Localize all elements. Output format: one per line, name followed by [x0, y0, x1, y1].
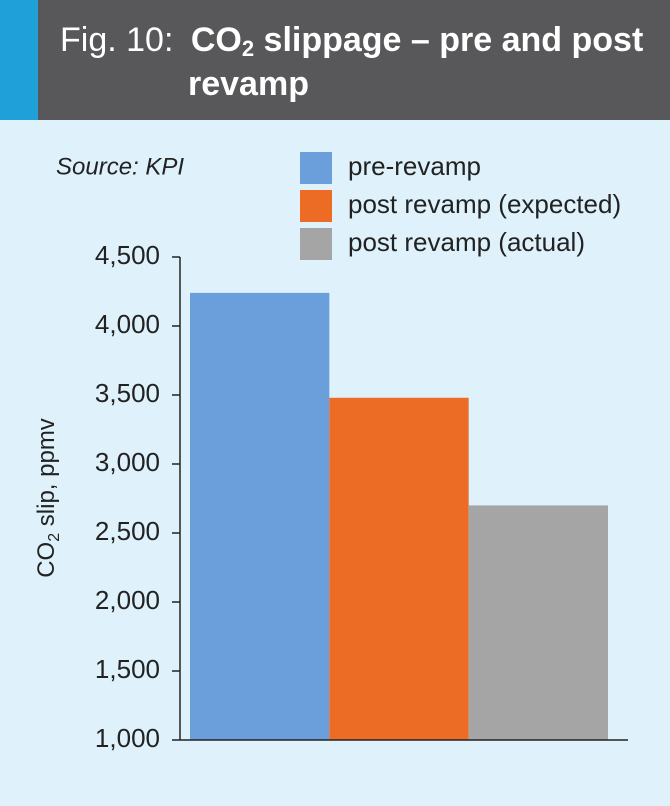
legend-swatch	[300, 228, 332, 260]
title-subscript: 2	[242, 36, 254, 61]
bar	[329, 397, 469, 740]
y-tick-label: 1,500	[95, 654, 160, 684]
legend-swatch	[300, 190, 332, 222]
y-tick-label: 4,500	[95, 240, 160, 270]
legend-label: pre-revamp	[348, 151, 481, 181]
title-part: slippage – pre and post	[254, 21, 643, 59]
y-label-part: slip, ppmv	[33, 418, 60, 533]
y-label-subscript: 2	[46, 533, 63, 542]
bar	[468, 505, 608, 740]
y-tick-label: 2,000	[95, 585, 160, 615]
title-part: CO	[191, 21, 242, 59]
legend-label: post revamp (actual)	[348, 227, 585, 257]
y-tick-label: 3,500	[95, 378, 160, 408]
chart-title: Fig. 10: CO2 slippage – pre and post rev…	[60, 21, 653, 103]
title-prefix: Fig. 10:	[60, 21, 173, 59]
y-tick-label: 1,000	[95, 723, 160, 753]
y-label-part: CO	[33, 542, 60, 578]
y-axis-label: CO2 slip, ppmv	[33, 418, 63, 578]
y-tick-label: 4,000	[95, 309, 160, 339]
source: Source: KPI	[56, 153, 184, 180]
legend-label: post revamp (expected)	[348, 189, 621, 219]
header	[0, 0, 670, 120]
legend-swatch	[300, 152, 332, 184]
header-accent	[0, 0, 38, 120]
y-tick-label: 3,000	[95, 447, 160, 477]
y-tick-label: 2,500	[95, 516, 160, 546]
bar	[190, 292, 330, 740]
